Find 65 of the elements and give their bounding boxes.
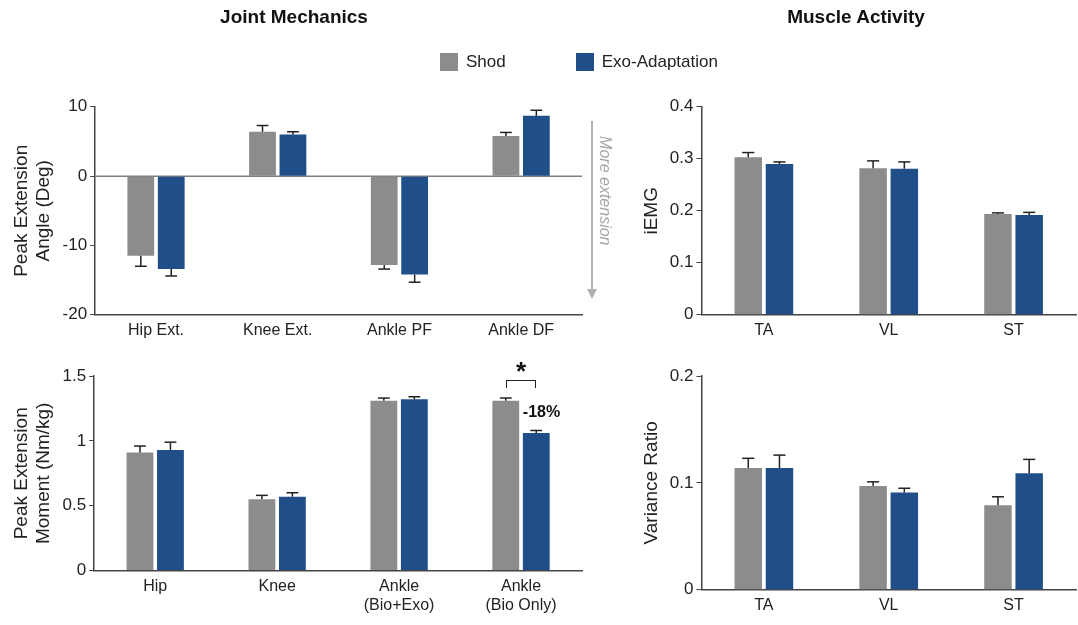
bar bbox=[522, 115, 550, 176]
x-tick-label: Ankle (Bio Only) bbox=[485, 576, 557, 613]
bar bbox=[890, 168, 919, 315]
y-axis-title: Peak Extension Moment (Nm/kg) bbox=[9, 402, 54, 545]
bar bbox=[157, 176, 185, 270]
y-tick-label: 0 bbox=[683, 579, 694, 599]
bar bbox=[984, 213, 1012, 315]
text: More extension bbox=[596, 136, 614, 246]
y-tick-label: 0 bbox=[76, 560, 87, 580]
bar bbox=[400, 399, 428, 571]
bar bbox=[278, 496, 306, 571]
bar bbox=[522, 433, 550, 571]
x-tick-label: Hip bbox=[143, 576, 168, 594]
bar bbox=[126, 452, 154, 571]
y-tick-label: 1 bbox=[76, 430, 87, 450]
bar bbox=[984, 505, 1012, 590]
bar bbox=[370, 400, 398, 571]
bar bbox=[248, 499, 276, 571]
annotation: -18% bbox=[522, 402, 561, 420]
y-tick-label: -20 bbox=[62, 304, 88, 324]
y-tick-label: 0.4 bbox=[669, 96, 694, 116]
bar bbox=[859, 168, 887, 315]
x-tick-label: Ankle (Bio+Exo) bbox=[363, 576, 435, 613]
y-tick-label: 0.2 bbox=[669, 365, 694, 385]
x-tick-label: ST bbox=[1003, 595, 1025, 613]
y-tick-label: 0 bbox=[683, 304, 694, 324]
y-tick-label: 0.5 bbox=[62, 495, 87, 515]
bar bbox=[734, 157, 762, 315]
x-tick-label: Ankle DF bbox=[488, 320, 555, 338]
y-axis-title: Peak Extension Angle (Deg) bbox=[9, 144, 54, 277]
bar bbox=[765, 164, 794, 315]
bar bbox=[765, 467, 794, 590]
x-tick-label: TA bbox=[754, 320, 774, 338]
bar bbox=[859, 486, 887, 590]
bar bbox=[890, 492, 919, 590]
x-tick-label: Ankle PF bbox=[366, 320, 433, 338]
bar bbox=[1015, 214, 1043, 315]
y-tick-label: -10 bbox=[62, 235, 88, 255]
y-tick-label: 1.5 bbox=[62, 365, 87, 385]
bar bbox=[734, 467, 762, 590]
y-tick-label: 0.1 bbox=[669, 472, 694, 492]
legend-label: Exo-Adaptation bbox=[601, 52, 718, 72]
annotation: * bbox=[515, 356, 527, 387]
bar bbox=[157, 449, 184, 571]
x-tick-label: Knee Ext. bbox=[243, 320, 313, 338]
y-tick-label: 10 bbox=[68, 96, 88, 116]
bar bbox=[401, 176, 429, 275]
bar bbox=[492, 400, 520, 571]
y-tick-label: 0.2 bbox=[669, 200, 694, 220]
x-tick-label: Hip Ext. bbox=[128, 320, 185, 338]
x-tick-label: ST bbox=[1003, 320, 1025, 338]
legend-label: Shod bbox=[466, 52, 506, 72]
bar bbox=[279, 134, 307, 176]
x-tick-label: VL bbox=[878, 595, 899, 613]
y-tick-label: 0 bbox=[77, 165, 88, 185]
x-tick-label: TA bbox=[754, 595, 774, 613]
x-tick-label: Knee bbox=[258, 576, 296, 594]
y-tick-label: 0.1 bbox=[669, 252, 694, 272]
chart-title: Muscle Activity bbox=[787, 5, 926, 27]
y-axis-title: Variance Ratio bbox=[639, 421, 661, 545]
bar bbox=[1015, 473, 1043, 590]
x-tick-label: VL bbox=[878, 320, 899, 338]
chart-title: Joint Mechanics bbox=[220, 5, 368, 27]
y-tick-label: 0.3 bbox=[669, 148, 694, 168]
y-axis-title: iEMG bbox=[639, 187, 661, 235]
